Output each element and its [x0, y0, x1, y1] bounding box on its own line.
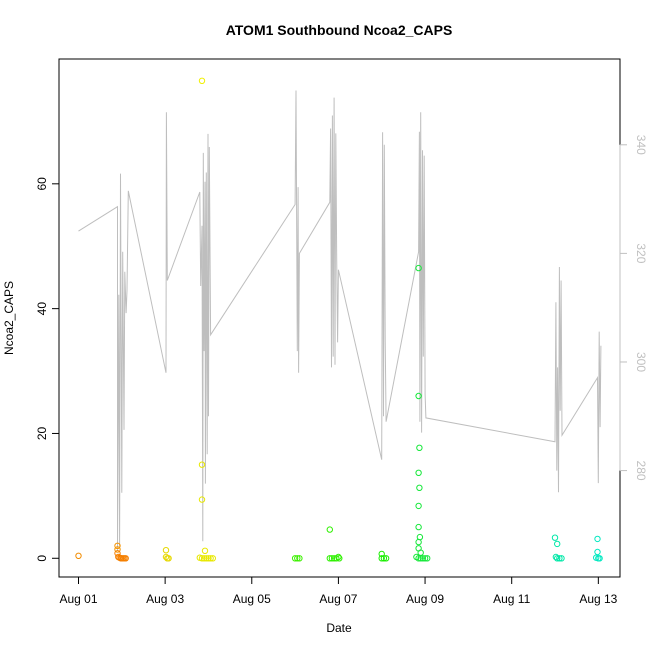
- data-point: [419, 555, 427, 562]
- data-point: [417, 555, 424, 562]
- data-point: [294, 555, 301, 562]
- data-point: [326, 526, 333, 533]
- data-point: [415, 392, 422, 400]
- data-point: [416, 484, 423, 491]
- data-point: [554, 540, 561, 548]
- data-point: [296, 555, 303, 562]
- data-point: [291, 555, 299, 562]
- data-point: [415, 264, 422, 272]
- data-point: [424, 555, 431, 562]
- data-point: [594, 548, 601, 556]
- data-point: [378, 555, 385, 562]
- data-point: [554, 555, 561, 562]
- data-point: [198, 77, 206, 85]
- y-tick-label: 20: [35, 426, 49, 440]
- data-point: [200, 555, 208, 562]
- data-point: [114, 542, 121, 549]
- data-point: [335, 553, 342, 561]
- data-point: [421, 555, 429, 562]
- data-point: [207, 555, 214, 562]
- data-point: [122, 555, 129, 562]
- data-point: [415, 555, 422, 562]
- data-point: [417, 549, 424, 556]
- data-point: [416, 444, 423, 451]
- y-axis: 0 20 40 60: [35, 177, 60, 562]
- series-line: [78, 90, 602, 551]
- x-tick-label: Aug 01: [59, 592, 97, 606]
- data-point: [415, 538, 422, 546]
- data-point: [198, 496, 206, 503]
- data-point: [596, 555, 603, 562]
- y2-tick-label: 300: [634, 352, 648, 372]
- data-point: [75, 552, 82, 559]
- data-point: [198, 461, 206, 468]
- data-point: [209, 555, 217, 562]
- x-tick-label: Aug 11: [493, 592, 530, 606]
- y2-tick-label: 340: [634, 135, 648, 155]
- data-point: [380, 555, 388, 562]
- y-axis-label: Ncoa2_CAPS: [2, 281, 16, 355]
- x-tick-label: Aug 05: [233, 592, 271, 606]
- data-point: [162, 547, 170, 554]
- x-tick-label: Aug 13: [579, 592, 617, 606]
- data-point: [165, 555, 172, 562]
- y2-tick-label: 280: [634, 461, 648, 481]
- series-line-layer: [78, 90, 602, 551]
- plot-frame: [58, 58, 621, 578]
- data-point: [552, 553, 560, 561]
- y-tick-label: 60: [35, 177, 49, 191]
- x-tick-label: Aug 09: [406, 592, 444, 606]
- data-point: [415, 469, 422, 476]
- data-point: [205, 555, 212, 562]
- data-point: [203, 555, 210, 562]
- data-point: [551, 534, 559, 541]
- data-point: [201, 547, 209, 554]
- data-point: [198, 555, 206, 562]
- chart-title: ATOM1 Southbound Ncoa2_CAPS: [226, 22, 453, 38]
- y2-tick-label: 320: [634, 243, 648, 263]
- x-axis: Aug 01 Aug 03 Aug 05 Aug 07 Aug 09 Aug 11 Aug …: [59, 576, 618, 606]
- data-point: [326, 555, 333, 562]
- x-axis-label: Date: [326, 621, 352, 635]
- data-point: [382, 555, 390, 562]
- data-point: [556, 555, 563, 562]
- x-tick-label: Aug 03: [146, 592, 184, 606]
- data-point: [594, 535, 601, 543]
- y-tick-label: 40: [35, 302, 49, 316]
- y2-axis: 280 300 320 340: [619, 135, 648, 481]
- data-point: [114, 546, 121, 553]
- x-tick-label: Aug 07: [319, 592, 357, 606]
- data-point: [336, 555, 343, 562]
- points-layer: [75, 77, 603, 562]
- data-point: [415, 523, 422, 531]
- data-point: [328, 555, 336, 562]
- data-point: [415, 502, 422, 510]
- data-point: [558, 555, 565, 562]
- y-tick-label: 0: [35, 555, 49, 562]
